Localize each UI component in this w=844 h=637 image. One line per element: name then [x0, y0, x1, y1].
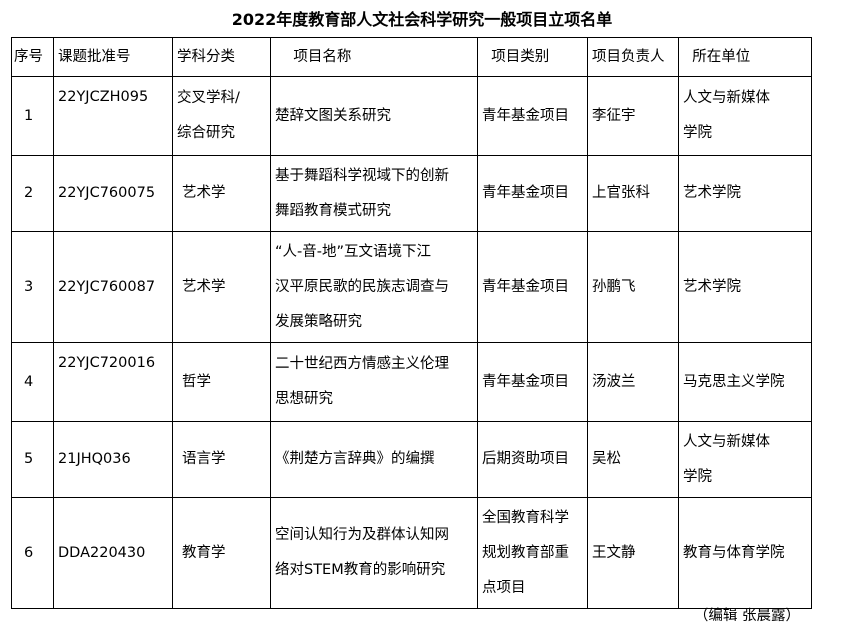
table-row: 2 22YJC760075 艺术学 基于舞蹈科学视域下的创新 舞蹈教育模式研究 青年基金… — [11, 155, 812, 232]
table-row: 5 21JHQ036 语言学 《荆楚方言辞典》的编撰 后期资助项目 吴松 人文与新媒体 学院 — [11, 421, 812, 498]
header-discipline: 学科分类 — [172, 37, 271, 77]
cell-approval-number: DDA220430 — [53, 497, 173, 609]
cell-approval-number: 22YJCZH095 — [53, 76, 173, 156]
document-title: 2022年度教育部人文社会科学研究一般项目立项名单 — [231, 10, 613, 29]
header-approval-number: 课题批准号 — [53, 37, 173, 77]
cell-affiliation: 人文与新媒体 学院 — [678, 76, 812, 156]
table-row: 4 22YJC720016 哲学 二十世纪西方情感主义伦理 思想研究 青年基金项目 汤波兰… — [11, 342, 812, 422]
cell-discipline: 教育学 — [172, 497, 271, 609]
cell-project-name: 基于舞蹈科学视域下的创新 舞蹈教育模式研究 — [270, 155, 478, 232]
cell-index: 1 — [11, 76, 54, 156]
cell-project-type: 后期资助项目 — [477, 421, 588, 498]
cell-principal: 李征宇 — [587, 76, 679, 156]
cell-principal: 汤波兰 — [587, 342, 679, 422]
header-affiliation: 所在单位 — [678, 37, 812, 77]
table-header-row: 序号 课题批准号 学科分类 项目名称 项目类别 项目负责人 所在单位 — [11, 37, 812, 77]
cell-index: 5 — [11, 421, 54, 498]
cell-principal: 上官张科 — [587, 155, 679, 232]
cell-project-type: 青年基金项目 — [477, 342, 588, 422]
header-project-name: 项目名称 — [270, 37, 478, 77]
cell-discipline: 艺术学 — [172, 231, 271, 343]
project-table: 序号 课题批准号 学科分类 项目名称 项目类别 项目负责人 所在单位 1 22YJCZH0… — [11, 37, 812, 609]
cell-project-name: 《荆楚方言辞典》的编撰 — [270, 421, 478, 498]
cell-affiliation: 人文与新媒体 学院 — [678, 421, 812, 498]
cell-index: 6 — [11, 497, 54, 609]
cell-project-name: 楚辞文图关系研究 — [270, 76, 478, 156]
cell-index: 2 — [11, 155, 54, 232]
cell-approval-number: 21JHQ036 — [53, 421, 173, 498]
cell-project-type: 青年基金项目 — [477, 155, 588, 232]
cell-project-name: 二十世纪西方情感主义伦理 思想研究 — [270, 342, 478, 422]
cell-principal: 孙鹏飞 — [587, 231, 679, 343]
cell-index: 3 — [11, 231, 54, 343]
cell-discipline: 交叉学科/ 综合研究 — [172, 76, 271, 156]
cell-discipline: 哲学 — [172, 342, 271, 422]
cell-principal: 吴松 — [587, 421, 679, 498]
header-index: 序号 — [11, 37, 54, 77]
header-principal: 项目负责人 — [587, 37, 679, 77]
header-project-type: 项目类别 — [477, 37, 588, 77]
cell-project-type: 全国教育科学 规划教育部重 点项目 — [477, 497, 588, 609]
cell-project-name: “人-音-地”互文语境下江 汉平原民歌的民族志调查与 发展策略研究 — [270, 231, 478, 343]
editor-credit: （编辑 张晨露） — [693, 608, 800, 624]
cell-project-type: 青年基金项目 — [477, 76, 588, 156]
cell-approval-number: 22YJC720016 — [53, 342, 173, 422]
cell-affiliation: 艺术学院 — [678, 231, 812, 343]
table-row: 1 22YJCZH095 交叉学科/ 综合研究 楚辞文图关系研究 青年基金项目 李征宇 人文… — [11, 76, 812, 156]
cell-approval-number: 22YJC760087 — [53, 231, 173, 343]
cell-project-type: 青年基金项目 — [477, 231, 588, 343]
table-row: 6 DDA220430 教育学 空间认知行为及群体认知网 络对STEM教育的影响研究全… — [11, 497, 812, 609]
cell-affiliation: 教育与体育学院 — [678, 497, 812, 609]
table-row: 3 22YJC760087 艺术学 “人-音-地”互文语境下江 汉平原民歌的民族志调… — [11, 231, 812, 343]
cell-project-name: 空间认知行为及群体认知网 络对STEM教育的影响研究 — [270, 497, 478, 609]
cell-discipline: 艺术学 — [172, 155, 271, 232]
cell-principal: 王文静 — [587, 497, 679, 609]
cell-affiliation: 马克思主义学院 — [678, 342, 812, 422]
cell-index: 4 — [11, 342, 54, 422]
cell-affiliation: 艺术学院 — [678, 155, 812, 232]
cell-discipline: 语言学 — [172, 421, 271, 498]
cell-approval-number: 22YJC760075 — [53, 155, 173, 232]
